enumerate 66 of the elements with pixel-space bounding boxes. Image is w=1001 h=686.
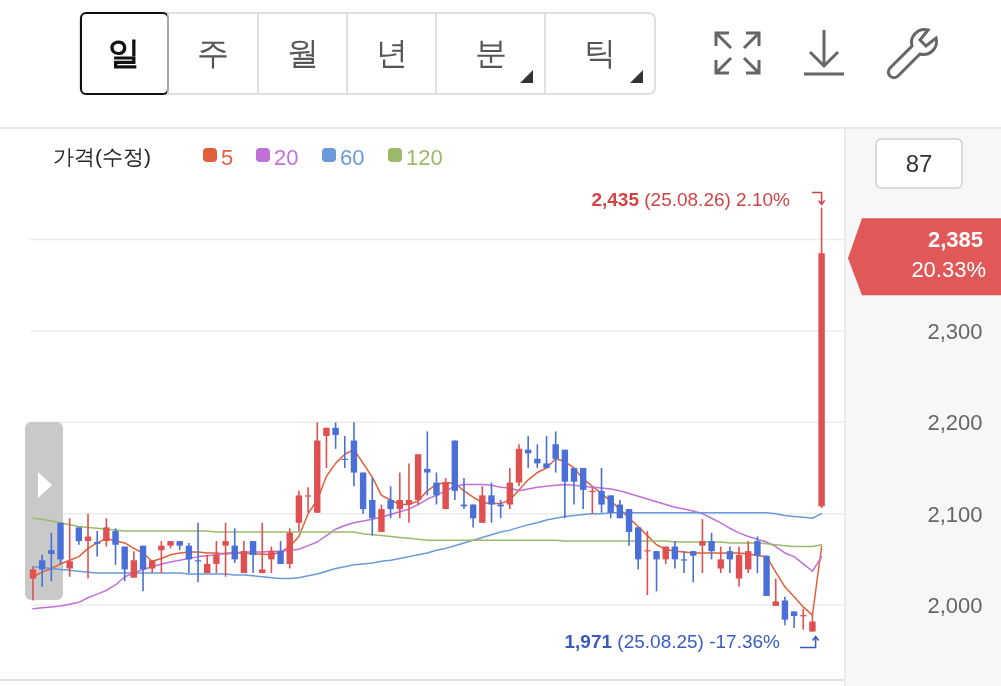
candlestick [93, 530, 101, 558]
legend-label: 20 [274, 145, 299, 170]
candlestick [48, 532, 55, 583]
candlestick [240, 540, 248, 574]
candlestick [103, 517, 110, 548]
candlestick [625, 508, 633, 547]
candlestick [433, 471, 440, 506]
candlestick [790, 610, 798, 629]
legend-label: 120 [406, 145, 443, 170]
candlestick [222, 522, 229, 578]
candlestick [332, 421, 339, 450]
candlestick [66, 517, 73, 578]
y-tick-label: 2,100 [927, 501, 983, 527]
candlestick [213, 540, 220, 574]
candlestick [249, 540, 257, 574]
candlestick [579, 467, 587, 510]
candlestick [552, 430, 559, 474]
candlestick [781, 596, 789, 626]
candlestick [158, 540, 165, 574]
candlestick [534, 443, 541, 469]
candlestick [323, 426, 330, 469]
candlestick [708, 532, 715, 561]
legend-label: 5 [221, 145, 234, 170]
candlestick [130, 550, 138, 579]
candlestick [570, 467, 578, 506]
candlestick [680, 550, 688, 574]
candlestick [735, 545, 743, 588]
candlestick [506, 467, 514, 510]
candlestick [304, 486, 312, 514]
candlestick [653, 550, 660, 593]
candlestick [121, 545, 128, 583]
candlestick [369, 477, 376, 537]
candlestick [387, 485, 394, 520]
candlestick [488, 481, 495, 524]
text: 2,385 [927, 227, 983, 253]
candlestick [139, 544, 147, 593]
candlestick [112, 527, 119, 566]
legend-title: 가격(수정) [53, 145, 151, 168]
candlestick [607, 494, 614, 520]
candlestick [745, 540, 752, 574]
candlestick [699, 518, 706, 574]
candlestick [29, 565, 37, 602]
candlestick [726, 545, 734, 574]
text: 20.33% [911, 257, 986, 283]
candlestick [268, 545, 275, 574]
candlestick [277, 540, 284, 565]
candlestick [396, 471, 403, 520]
candlestick [543, 435, 550, 469]
candlestick [405, 462, 413, 524]
legend-label: 60 [340, 145, 365, 170]
annotation: 2,435 (25.08.26) 2.10% [591, 188, 791, 210]
candlestick [717, 545, 724, 574]
candlestick [424, 430, 431, 497]
candlestick [772, 577, 779, 607]
candlestick [38, 553, 46, 588]
candlestick [378, 503, 385, 533]
candlestick [259, 522, 266, 574]
toolbar: 일 주 월 년 분 틱 [79, 12, 656, 95]
annotation: 1,971 (25.08.25) -17.36% [564, 630, 781, 652]
text: 87 [905, 150, 933, 177]
y-tick-label: 2,200 [927, 410, 983, 436]
candlestick [690, 550, 697, 584]
y-tick-label: 2,000 [927, 593, 983, 619]
candlestick [598, 467, 605, 514]
y-tick-label: 2,300 [927, 318, 983, 344]
candlestick [754, 535, 761, 574]
